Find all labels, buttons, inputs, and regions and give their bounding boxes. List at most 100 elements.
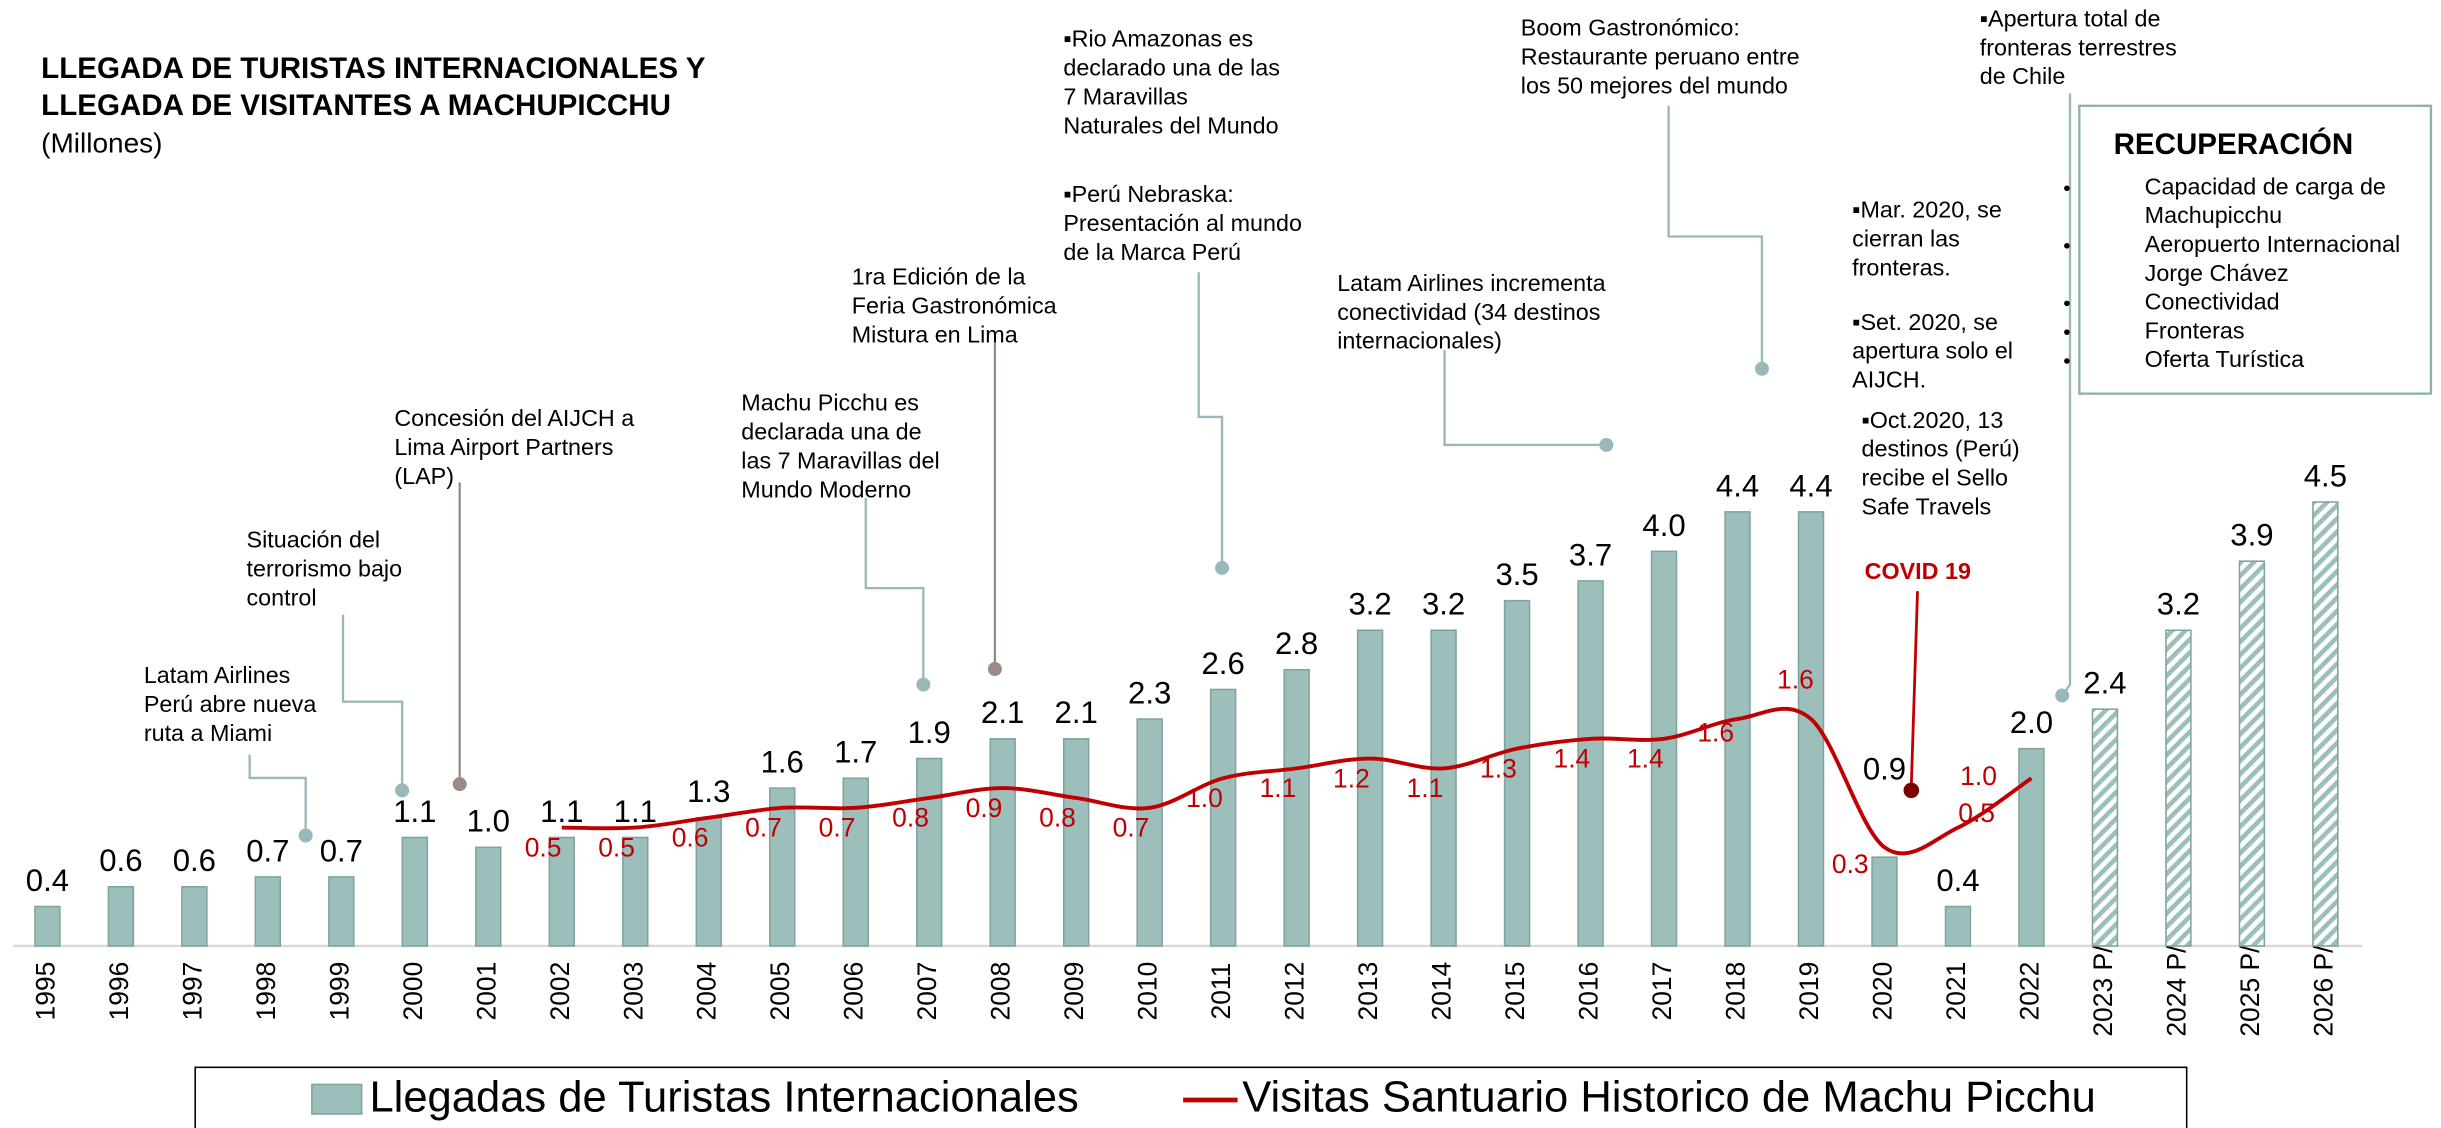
line-value-label: 1.6 xyxy=(1697,718,1734,748)
line-value-label: 0.5 xyxy=(525,832,562,862)
chart-title: LLEGADA DE VISITANTES A MACHUPICCHU xyxy=(41,89,671,122)
bar xyxy=(915,757,943,947)
x-tick-label: 2015 xyxy=(1500,962,1530,1021)
bar-value-label: 0.4 xyxy=(1936,863,1979,898)
annotation: conectividad (34 destinos xyxy=(1337,299,1600,325)
annotation: apertura solo el xyxy=(1852,338,2013,364)
annotation: fronteras terrestres xyxy=(1980,34,2177,60)
line-value-label: 1.6 xyxy=(1777,665,1814,695)
annotation: Naturales del Mundo xyxy=(1063,112,1278,138)
annotation: Concesión del AIJCH a xyxy=(394,405,634,431)
bar-value-label: 2.1 xyxy=(1055,695,1098,730)
bar-value-label: 1.6 xyxy=(761,745,804,780)
bar-value-label: 3.9 xyxy=(2230,518,2273,553)
x-tick-label: 2021 xyxy=(1941,962,1971,1021)
bar xyxy=(2091,708,2119,947)
line-value-label: 1.4 xyxy=(1627,744,1664,774)
bar xyxy=(548,836,576,947)
line xyxy=(561,706,2033,856)
legend-box xyxy=(194,1066,2188,1128)
annotation-dot xyxy=(1215,560,1230,575)
x-tick-label: 2026 P/ xyxy=(2308,945,2338,1037)
annotation: de la Marca Perú xyxy=(1063,239,1241,265)
bar-value-label: 3.7 xyxy=(1569,537,1612,572)
bar xyxy=(328,876,355,947)
recovery-bullet xyxy=(2064,358,2070,364)
x-tick-label: 2011 xyxy=(1206,963,1236,1020)
bar xyxy=(622,836,649,947)
annotation: Presentación al mundo xyxy=(1063,210,1302,236)
bar xyxy=(1283,668,1310,947)
annotation: 7 Maravillas xyxy=(1063,83,1187,109)
annotation: Mundo Moderno xyxy=(741,476,911,502)
recovery-bullet xyxy=(2064,329,2070,335)
line-value-label: 0.5 xyxy=(1958,798,1995,828)
line-value-label: 0.6 xyxy=(672,822,709,852)
annotation-dot xyxy=(916,677,931,692)
x-tick-label: 2024 P/ xyxy=(2161,945,2191,1037)
bar-value-label: 2.8 xyxy=(1275,626,1318,661)
annotation: Perú abre nueva xyxy=(144,691,317,717)
annotation-dot xyxy=(1754,361,1769,376)
annotation: ▪Oct.2020, 13 xyxy=(1862,407,2004,433)
x-tick-label: 2018 xyxy=(1721,962,1751,1021)
bar-value-label: 0.7 xyxy=(246,833,289,868)
bar xyxy=(1650,550,1678,947)
bar-value-label: 3.2 xyxy=(1348,587,1391,622)
x-tick-label: 2023 P/ xyxy=(2088,945,2118,1037)
annotation-leader xyxy=(2061,93,2072,697)
line-value-label: 0.7 xyxy=(819,813,856,843)
bar xyxy=(1503,599,1531,947)
annotation: Lima Airport Partners xyxy=(394,434,613,460)
x-tick-label: 2010 xyxy=(1133,962,1163,1021)
annotation: 1ra Edición de la xyxy=(852,264,1026,290)
annotation: Machu Picchu es xyxy=(741,390,919,416)
annotation-leader xyxy=(1443,350,1607,447)
line-value-label: 0.7 xyxy=(1113,813,1150,843)
annotation: ▪Rio Amazonas es xyxy=(1063,26,1253,52)
bar-value-label: 1.7 xyxy=(834,735,877,770)
recovery-box xyxy=(2078,104,2433,395)
line-value-label: 0.3 xyxy=(1832,849,1869,879)
recovery-item: Conectividad xyxy=(2145,289,2280,315)
bar xyxy=(1356,629,1384,947)
bar-value-label: 2.3 xyxy=(1128,675,1171,710)
annotation: recibe el Sello xyxy=(1862,465,2009,491)
annotation: declarado una de las xyxy=(1063,55,1280,81)
bar xyxy=(1871,856,1898,947)
bar xyxy=(1430,629,1457,947)
annotation: Latam Airlines xyxy=(144,662,291,688)
annotation-leader xyxy=(341,614,404,791)
annotation-dot xyxy=(395,783,410,798)
bar-value-label: 3.5 xyxy=(1495,557,1538,592)
annotation: Latam Airlines incrementa xyxy=(1337,270,1605,296)
recovery-item: Capacidad de carga de xyxy=(2145,173,2386,199)
x-tick-label: 2002 xyxy=(545,962,575,1021)
bar-value-label: 1.1 xyxy=(540,794,583,829)
recovery-bullet xyxy=(2064,185,2070,192)
bar-value-label: 4.4 xyxy=(1789,468,1832,503)
line-value-label: 0.7 xyxy=(745,813,782,843)
annotation: terrorismo bajo xyxy=(247,556,403,582)
annotation: ▪Set. 2020, se xyxy=(1852,309,1998,335)
bar xyxy=(1944,905,1972,947)
x-tick-label: 2025 P/ xyxy=(2235,945,2265,1037)
recovery-bullet xyxy=(2064,243,2070,249)
annotation-dot xyxy=(1599,437,1614,452)
covid-dot xyxy=(1903,782,1920,799)
bar xyxy=(1062,738,1090,947)
annotation-dot xyxy=(987,662,1002,677)
bar-value-label: 1.9 xyxy=(908,715,951,750)
annotation: declarada una de xyxy=(741,419,921,445)
bar-value-label: 4.4 xyxy=(1716,468,1759,503)
bar xyxy=(2165,629,2192,947)
annotation: internacionales) xyxy=(1337,328,1502,354)
bar-value-label: 0.6 xyxy=(99,843,142,878)
annotation: Situación del xyxy=(247,527,381,553)
x-tick-label: 2003 xyxy=(618,962,648,1021)
x-tick-label: 2016 xyxy=(1574,962,1604,1021)
bar xyxy=(107,885,135,947)
x-tick-label: 2004 xyxy=(692,962,722,1021)
x-tick-label: 1999 xyxy=(324,962,354,1021)
annotation: destinos (Perú) xyxy=(1862,436,2020,462)
